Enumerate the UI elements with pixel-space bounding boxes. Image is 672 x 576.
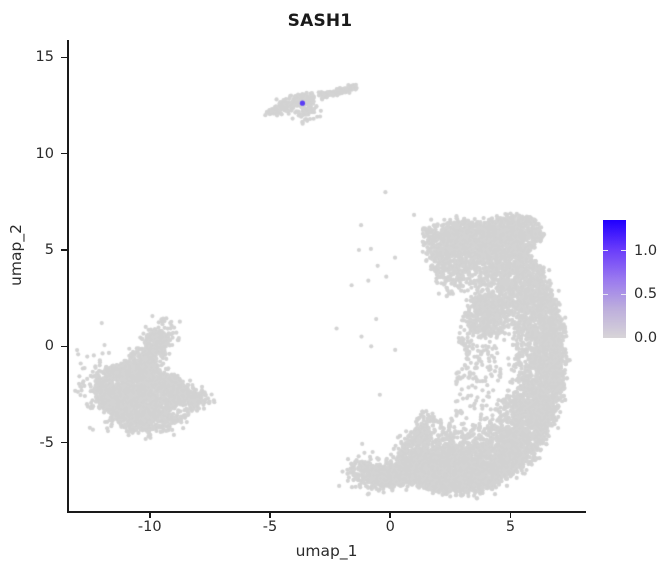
y-tick-label: 0 xyxy=(44,338,54,355)
colorbar-tick-mark xyxy=(621,249,626,252)
y-tick-label: -5 xyxy=(39,434,54,451)
x-tick-label: 5 xyxy=(505,519,516,535)
x-tick-mark xyxy=(389,512,392,518)
scatter-plot-canvas xyxy=(68,40,585,512)
colorbar-tick-mark xyxy=(603,293,608,295)
colorbar-gradient xyxy=(603,220,626,338)
y-axis-label: umap_2 xyxy=(7,224,25,286)
y-tick-label: 5 xyxy=(44,241,54,258)
y-tick-mark xyxy=(61,345,67,348)
y-tick-label: 15 xyxy=(35,49,54,66)
x-axis-label: umap_1 xyxy=(295,542,358,560)
colorbar-tick-label: 0.0 xyxy=(634,330,658,346)
plot-area xyxy=(68,40,585,512)
x-axis-spine xyxy=(67,511,586,513)
page-title: SASH1 xyxy=(287,11,353,31)
y-tick-label: 10 xyxy=(35,145,54,162)
y-tick-mark xyxy=(61,249,67,251)
colorbar-tick-mark xyxy=(603,249,608,252)
colorbar-tick-mark xyxy=(621,293,626,295)
x-tick-label: -5 xyxy=(262,519,278,535)
y-tick-mark xyxy=(61,56,67,59)
x-tick-mark xyxy=(509,512,512,518)
x-tick-mark xyxy=(269,512,271,518)
x-tick-mark xyxy=(148,512,151,518)
colorbar-tick-label: 1.0 xyxy=(634,242,658,259)
colorbar xyxy=(603,220,626,338)
y-tick-mark xyxy=(61,152,67,155)
x-tick-label: -10 xyxy=(137,519,162,535)
colorbar-tick-label: 0.5 xyxy=(634,286,658,303)
y-axis-spine xyxy=(67,40,69,513)
x-tick-label: 0 xyxy=(385,519,395,535)
y-tick-mark xyxy=(61,441,67,444)
